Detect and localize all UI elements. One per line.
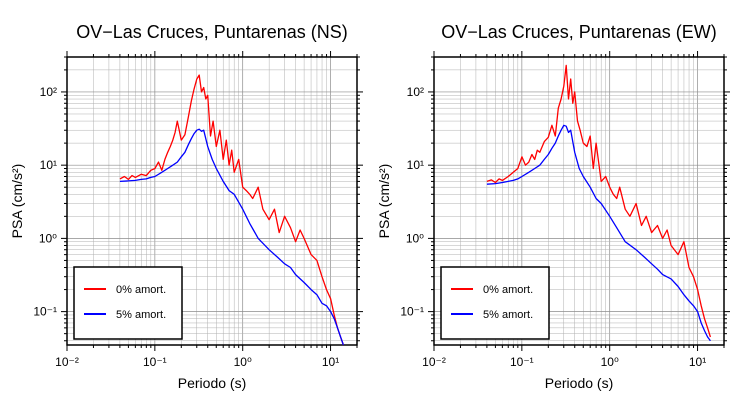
y-tick-label: 10¹: [407, 158, 424, 172]
chart-title: OV−Las Cruces, Puntarenas (EW): [441, 22, 717, 42]
x-tick-label: 10¹: [322, 355, 339, 369]
x-tick-label: 10¹: [689, 355, 706, 369]
series-line-5-percent: [119, 128, 345, 346]
legend-frame: [440, 266, 550, 340]
x-tick-label: 10⁻²: [55, 355, 79, 369]
legend-label-0-percent: 0% amort.: [116, 284, 166, 296]
grid: [66, 56, 358, 345]
chart-title: OV−Las Cruces, Puntarenas (NS): [76, 22, 348, 42]
chart-panel-ns: OV−Las Cruces, Puntarenas (NS) Periodo (…: [9, 22, 363, 391]
grid: [433, 56, 725, 345]
y-tick-label: 10⁰: [39, 231, 57, 245]
y-tick-label: 10²: [40, 85, 57, 99]
x-tick-label: 10⁰: [601, 355, 619, 369]
y-tick-label: 10⁻¹: [33, 305, 57, 319]
legend: 0% amort. 5% amort.: [440, 266, 550, 340]
x-axis-label: Periodo (s): [178, 375, 246, 391]
x-tick-label: 10⁰: [234, 355, 252, 369]
x-tick-label: 10⁻¹: [510, 355, 534, 369]
legend-label-0-percent: 0% amort.: [483, 284, 533, 296]
series-line-0-percent: [486, 64, 712, 338]
y-tick-label: 10⁻¹: [400, 305, 424, 319]
x-tick-label: 10⁻¹: [143, 355, 167, 369]
series-line-5-percent: [486, 124, 711, 342]
plot-frame: [433, 56, 725, 346]
x-axis-label: Periodo (s): [545, 375, 613, 391]
y-tick-label: 10²: [407, 85, 424, 99]
legend-frame: [73, 266, 183, 340]
plot-frame: [66, 56, 358, 346]
y-axis-label: PSA (cm/s²): [9, 164, 25, 239]
x-tick-label: 10⁻²: [422, 355, 446, 369]
y-tick-label: 10¹: [40, 158, 57, 172]
y-tick-label: 10⁰: [406, 231, 424, 245]
legend: 0% amort. 5% amort.: [73, 266, 183, 340]
series-line-0-percent: [119, 74, 345, 346]
chart-panel-ew: OV−Las Cruces, Puntarenas (EW) Periodo (…: [376, 22, 730, 391]
legend-label-5-percent: 5% amort.: [116, 309, 166, 321]
legend-label-5-percent: 5% amort.: [483, 309, 533, 321]
y-axis-label: PSA (cm/s²): [376, 164, 392, 239]
